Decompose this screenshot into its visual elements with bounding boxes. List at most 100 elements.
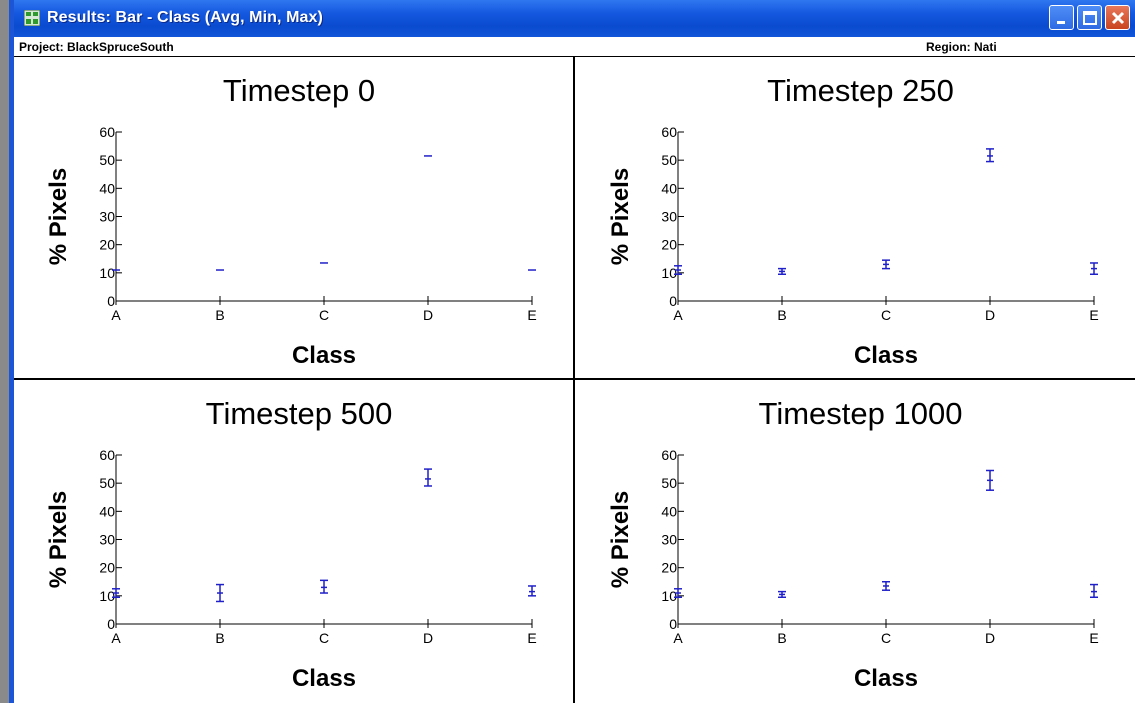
y-tick-label: 50 (99, 152, 115, 168)
y-tick-label: 10 (99, 588, 115, 604)
y-tick-label: 40 (99, 180, 115, 196)
x-tick-label: E (1089, 307, 1098, 323)
chart-panel-timestep-1000: Timestep 1000 % Pixels Class 0 10 20 30 40 50 60 A… (576, 380, 1135, 703)
x-tick-label: A (111, 630, 121, 646)
y-tick-label: 60 (661, 447, 677, 463)
x-tick-label: B (777, 630, 786, 646)
y-axis-label: % Pixels (607, 491, 634, 588)
title-bar[interactable]: Results: Bar - Class (Avg, Min, Max) (14, 0, 1135, 37)
x-axis-label: Class (292, 342, 356, 369)
y-tick-label: 30 (99, 209, 115, 225)
chart-panel-timestep-250: Timestep 250 % Pixels Class 0 10 20 30 40 50 60 A B… (576, 57, 1135, 378)
range-mark-e (1090, 583, 1098, 598)
chart-title: Timestep 0 (223, 73, 375, 108)
range-mark-c (882, 259, 890, 270)
y-tick-label: 60 (99, 124, 115, 140)
y-tick-label: 30 (661, 532, 677, 548)
x-tick-label: C (881, 630, 891, 646)
close-icon (1111, 11, 1125, 25)
minimize-icon (1057, 21, 1065, 24)
range-mark-a (112, 588, 120, 598)
x-tick-label: A (111, 307, 121, 323)
region-label: Region: Nati (926, 40, 997, 54)
range-mark-b (778, 590, 786, 598)
plot-area: Timestep 0 % Pixels Class 0 10 20 30 40 50 60 A B C D… (14, 57, 1135, 703)
y-axis-label: % Pixels (607, 168, 634, 265)
y-tick-label: 60 (661, 124, 677, 140)
chart-title: Timestep 250 (767, 73, 954, 108)
y-tick-label: 50 (661, 475, 677, 491)
range-mark-b (778, 267, 786, 275)
chart-panel-timestep-500: Timestep 500 % Pixels Class 0 10 20 30 40 50 60 A B… (14, 380, 574, 703)
range-mark-d (424, 468, 432, 487)
y-tick-label: 50 (661, 152, 677, 168)
chart-svg: Timestep 500 % Pixels Class 0 10 20 30 40 50 60 A B… (45, 396, 537, 692)
y-tick-label: 20 (99, 237, 115, 253)
y-tick-label: 10 (661, 265, 677, 281)
y-tick-label: 0 (669, 616, 677, 632)
range-mark-b (216, 583, 224, 603)
range-mark-d (986, 148, 994, 163)
app-icon (24, 10, 40, 26)
left-window-edge (0, 0, 9, 703)
x-tick-label: A (673, 307, 683, 323)
y-tick-label: 10 (661, 588, 677, 604)
x-tick-label: D (985, 307, 995, 323)
x-tick-label: C (319, 307, 329, 323)
window-title: Results: Bar - Class (Avg, Min, Max) (47, 9, 323, 26)
range-mark-d (986, 469, 994, 491)
chart-svg: Timestep 250 % Pixels Class 0 10 20 30 40 50 60 A B… (607, 73, 1099, 369)
x-tick-label: D (985, 630, 995, 646)
x-tick-label: C (881, 307, 891, 323)
y-tick-label: 20 (661, 560, 677, 576)
range-mark-c (882, 581, 890, 591)
range-mark-e (528, 585, 536, 597)
y-tick-label: 0 (669, 293, 677, 309)
x-tick-label: E (1089, 630, 1098, 646)
vertical-divider (573, 57, 575, 703)
x-tick-label: E (527, 307, 536, 323)
y-tick-label: 40 (661, 503, 677, 519)
chart-panel-timestep-0: Timestep 0 % Pixels Class 0 10 20 30 40 50 60 A B C D… (14, 57, 574, 378)
x-tick-label: B (777, 307, 786, 323)
y-tick-label: 20 (661, 237, 677, 253)
chart-svg: Timestep 0 % Pixels Class 0 10 20 30 40 50 60 A B C D… (45, 73, 537, 369)
x-axis-label: Class (854, 665, 918, 692)
x-tick-label: B (215, 307, 224, 323)
y-tick-label: 40 (99, 503, 115, 519)
range-mark-e (1090, 262, 1098, 275)
x-tick-label: C (319, 630, 329, 646)
close-button[interactable] (1105, 5, 1130, 30)
y-axis-label: % Pixels (45, 491, 72, 588)
y-tick-label: 0 (107, 616, 115, 632)
y-tick-label: 10 (99, 265, 115, 281)
results-window: Results: Bar - Class (Avg, Min, Max) Pro… (9, 0, 1135, 703)
y-axis-label: % Pixels (45, 168, 72, 265)
chart-svg: Timestep 1000 % Pixels Class 0 10 20 30 40 50 60 A… (607, 396, 1099, 692)
info-bar: Project: BlackSpruceSouth Region: Nati (14, 37, 1135, 57)
y-tick-label: 40 (661, 180, 677, 196)
y-tick-label: 0 (107, 293, 115, 309)
y-tick-label: 60 (99, 447, 115, 463)
project-label: Project: BlackSpruceSouth (19, 40, 174, 54)
range-mark-a (674, 265, 682, 275)
y-tick-label: 20 (99, 560, 115, 576)
x-axis-label: Class (292, 665, 356, 692)
x-tick-label: D (423, 307, 433, 323)
x-tick-label: D (423, 630, 433, 646)
minimize-button[interactable] (1049, 5, 1074, 30)
chart-title: Timestep 500 (206, 396, 393, 431)
y-tick-label: 30 (99, 532, 115, 548)
x-tick-label: B (215, 630, 224, 646)
x-tick-label: E (527, 630, 536, 646)
range-mark-a (674, 588, 682, 598)
chart-title: Timestep 1000 (759, 396, 963, 431)
horizontal-divider (14, 378, 1135, 380)
range-mark-c (320, 579, 328, 594)
x-tick-label: A (673, 630, 683, 646)
maximize-button[interactable] (1077, 5, 1102, 30)
y-tick-label: 30 (661, 209, 677, 225)
maximize-icon (1083, 11, 1097, 25)
y-tick-label: 50 (99, 475, 115, 491)
x-axis-label: Class (854, 342, 918, 369)
